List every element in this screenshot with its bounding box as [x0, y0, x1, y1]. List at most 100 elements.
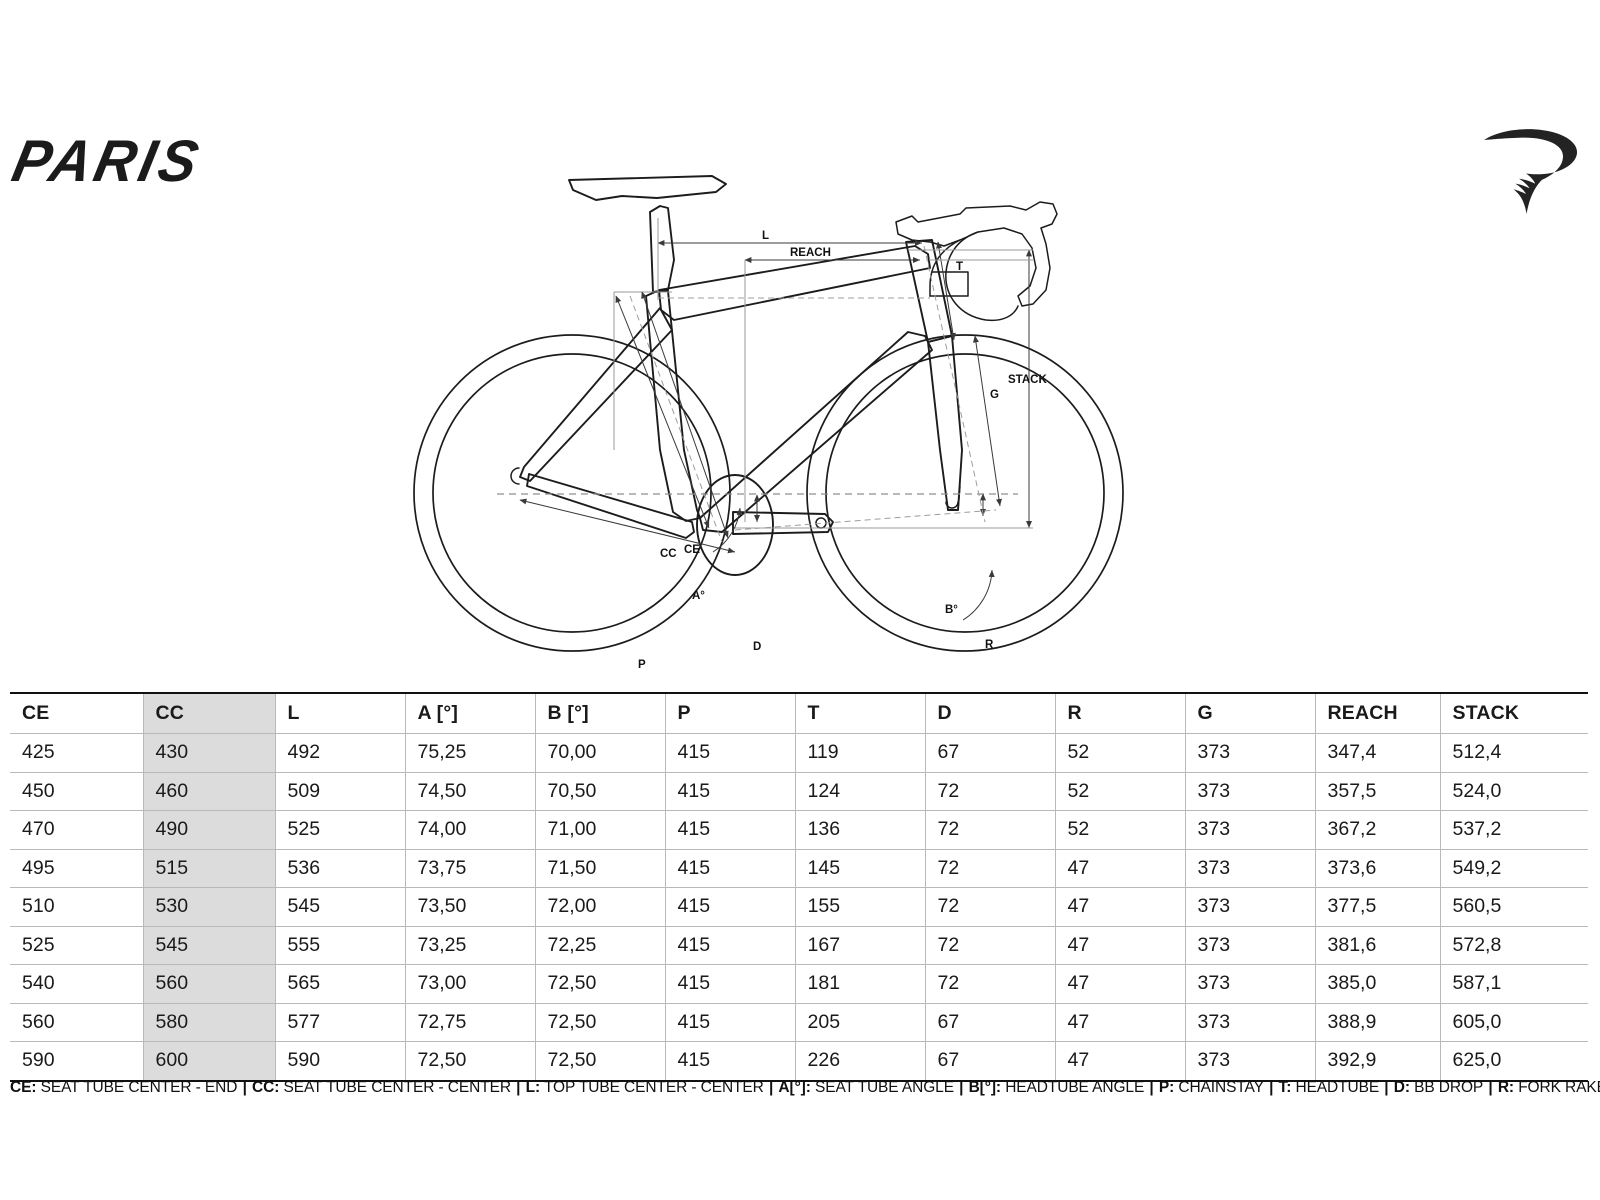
cell-t: 155	[795, 887, 926, 927]
cell-reach: 367,2	[1315, 810, 1441, 850]
cell-a: 73,75	[405, 849, 536, 888]
diagram-label-ce: CE	[684, 544, 700, 556]
table-row: 510 530 545 73,50 72,00 415 155 72 47 373 377,5 560…	[10, 887, 1588, 927]
cell-a: 72,50	[405, 1041, 536, 1082]
col-header-cc: CC	[143, 692, 276, 734]
cell-p: 415	[665, 772, 796, 811]
cell-cc: 430	[143, 733, 276, 773]
cell-reach: 392,9	[1315, 1041, 1441, 1082]
cell-g: 373	[1185, 1041, 1316, 1082]
table-row: 525 545 555 73,25 72,25 415 167 72 47 373 381,6 572…	[10, 926, 1588, 965]
cell-p: 415	[665, 1003, 796, 1042]
legend-separator: |	[238, 1079, 252, 1096]
col-header-ce: CE	[10, 692, 144, 734]
cell-a: 72,75	[405, 1003, 536, 1042]
col-header-stack: STACK	[1440, 692, 1588, 734]
diagram-label-reach: REACH	[790, 247, 831, 259]
cell-g: 373	[1185, 964, 1316, 1004]
legend-key: A[°]:	[778, 1079, 811, 1096]
cell-l: 545	[275, 887, 406, 927]
pinarello-p-logo	[1468, 118, 1584, 214]
cell-d: 72	[925, 887, 1056, 927]
col-header-b: B [°]	[535, 692, 666, 734]
cell-b: 71,00	[535, 810, 666, 850]
cell-reach: 373,6	[1315, 849, 1441, 888]
legend-separator: |	[1380, 1079, 1393, 1096]
legend-value: SEAT TUBE ANGLE	[810, 1079, 954, 1096]
diagram-label-l: L	[762, 230, 769, 242]
cell-t: 119	[795, 733, 926, 773]
cell-cc: 545	[143, 926, 276, 965]
cell-b: 70,50	[535, 772, 666, 811]
diagram-label-cc: CC	[660, 548, 677, 560]
legend-key: CE:	[10, 1079, 37, 1096]
cell-d: 72	[925, 926, 1056, 965]
cell-l: 555	[275, 926, 406, 965]
table-row: 590 600 590 72,50 72,50 415 226 67 47 373 392,9 625…	[10, 1041, 1588, 1082]
cell-stack: 572,8	[1440, 926, 1588, 965]
cell-cc: 490	[143, 810, 276, 850]
cell-b: 72,00	[535, 887, 666, 927]
cell-p: 415	[665, 1041, 796, 1082]
cell-cc: 560	[143, 964, 276, 1004]
table-row: 470 490 525 74,00 71,00 415 136 72 52 373 367,2 537…	[10, 810, 1588, 850]
legend-value: FORK RAKE	[1513, 1079, 1600, 1096]
cell-r: 47	[1055, 1041, 1186, 1082]
diagram-label-b-angle: B°	[945, 604, 958, 616]
diagram-label-d: D	[753, 641, 761, 653]
cell-ce: 470	[10, 810, 144, 850]
cell-t: 124	[795, 772, 926, 811]
cell-reach: 385,0	[1315, 964, 1441, 1004]
cell-b: 72,25	[535, 926, 666, 965]
cell-d: 67	[925, 1003, 1056, 1042]
cell-b: 72,50	[535, 964, 666, 1004]
cell-p: 415	[665, 733, 796, 773]
cell-ce: 495	[10, 849, 144, 888]
cell-a: 74,50	[405, 772, 536, 811]
legend-abbreviations: CE: SEAT TUBE CENTER - END | CC: SEAT TU…	[10, 1079, 1600, 1097]
cell-t: 145	[795, 849, 926, 888]
cell-p: 415	[665, 964, 796, 1004]
cell-g: 373	[1185, 926, 1316, 965]
cell-d: 72	[925, 964, 1056, 1004]
cell-t: 226	[795, 1041, 926, 1082]
col-header-d: D	[925, 692, 1056, 734]
cell-b: 71,50	[535, 849, 666, 888]
legend-key: T:	[1278, 1079, 1292, 1096]
cell-a: 73,50	[405, 887, 536, 927]
legend-key: D:	[1393, 1079, 1410, 1096]
legend-key: CC:	[252, 1079, 280, 1096]
cell-g: 373	[1185, 810, 1316, 850]
table-row: 540 560 565 73,00 72,50 415 181 72 47 373 385,0 587…	[10, 964, 1588, 1004]
cell-r: 47	[1055, 887, 1186, 927]
cell-b: 70,00	[535, 733, 666, 773]
diagram-label-r: R	[985, 639, 994, 651]
table-row: 495 515 536 73,75 71,50 415 145 72 47 373 373,6 549…	[10, 849, 1588, 888]
cell-g: 373	[1185, 887, 1316, 927]
cell-ce: 560	[10, 1003, 144, 1042]
legend-value: BB DROP	[1409, 1079, 1484, 1096]
cell-stack: 549,2	[1440, 849, 1588, 888]
col-header-g: G	[1185, 692, 1316, 734]
cell-r: 52	[1055, 810, 1186, 850]
cell-r: 47	[1055, 849, 1186, 888]
cell-ce: 450	[10, 772, 144, 811]
cell-stack: 512,4	[1440, 733, 1588, 773]
legend-value: HEADTUBE ANGLE	[1000, 1079, 1145, 1096]
cell-p: 415	[665, 849, 796, 888]
cell-l: 536	[275, 849, 406, 888]
legend-value: HEADTUBE	[1291, 1079, 1380, 1096]
cell-stack: 524,0	[1440, 772, 1588, 811]
cell-b: 72,50	[535, 1041, 666, 1082]
diagram-label-t: T	[956, 261, 963, 273]
bicycle-geometry-diagram: .fr{fill:none;stroke:#1c1c1c;stroke-widt…	[0, 150, 1600, 680]
cell-a: 75,25	[405, 733, 536, 773]
legend-key: L:	[525, 1079, 541, 1096]
cell-cc: 515	[143, 849, 276, 888]
cell-a: 73,25	[405, 926, 536, 965]
col-header-r: R	[1055, 692, 1186, 734]
cell-p: 415	[665, 810, 796, 850]
diagram-label-p: P	[638, 659, 646, 671]
table-header-row: CE CC L A [°] B [°] P T D R G REACH STAC…	[10, 692, 1588, 734]
cell-stack: 560,5	[1440, 887, 1588, 927]
